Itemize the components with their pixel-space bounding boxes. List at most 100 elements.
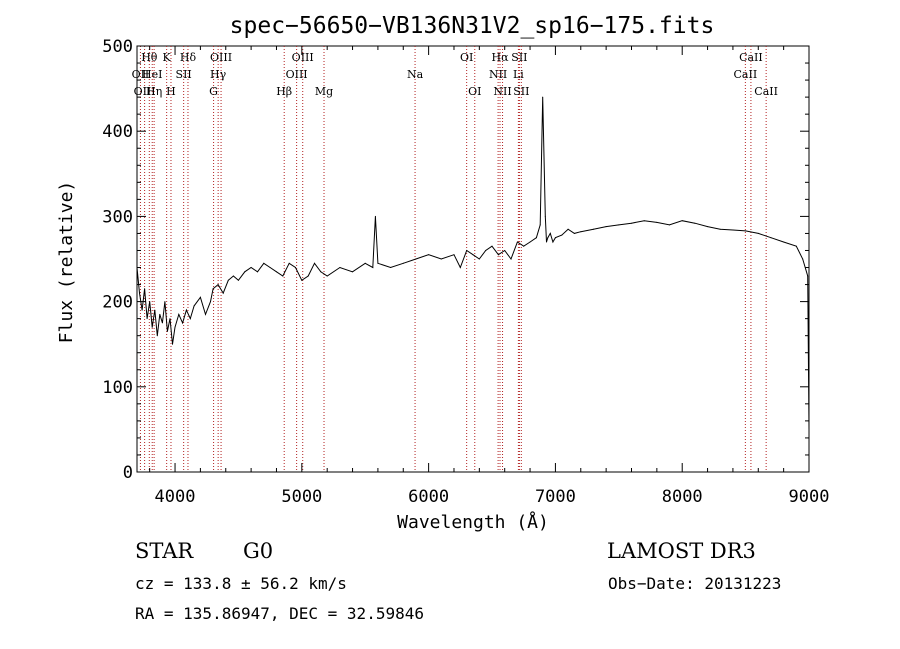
data-point xyxy=(802,258,804,260)
data-point xyxy=(161,322,163,324)
data-point xyxy=(169,318,171,320)
line-label-2: OIII xyxy=(134,85,156,98)
data-point xyxy=(466,250,468,251)
data-point xyxy=(808,428,810,430)
data-point xyxy=(288,262,290,264)
data-point xyxy=(656,221,658,223)
line-label-4: Hη xyxy=(146,85,162,98)
data-point xyxy=(212,288,214,290)
data-point xyxy=(546,241,547,243)
line-label-12: Hβ xyxy=(276,85,292,98)
y-tick-label: 400 xyxy=(102,122,133,142)
data-point xyxy=(539,224,541,226)
data-point xyxy=(314,262,315,264)
data-point xyxy=(561,234,563,236)
line-label-8: Hδ xyxy=(180,51,197,64)
x-tick-label: 5000 xyxy=(281,487,322,507)
line-label-18: OI xyxy=(468,85,481,98)
line-label-23: Li xyxy=(513,68,524,81)
data-point xyxy=(783,241,785,243)
data-point xyxy=(547,237,549,239)
line-label-17: OI xyxy=(460,51,473,64)
redshift-info: cz = 133.8 ± 56.2 km/s xyxy=(135,574,347,593)
data-point xyxy=(210,301,211,303)
line-label-13: OIII xyxy=(292,51,314,64)
line-label-16: Na xyxy=(407,68,424,81)
line-label-5: K xyxy=(163,51,172,64)
data-point xyxy=(364,262,366,264)
data-point xyxy=(757,232,759,234)
data-point xyxy=(154,309,156,311)
data-point xyxy=(745,230,747,232)
data-point xyxy=(643,220,645,222)
data-point xyxy=(415,258,417,260)
data-point xyxy=(567,228,569,230)
data-point xyxy=(178,313,180,315)
data-point xyxy=(807,275,809,277)
y-tick-label: 0 xyxy=(123,463,133,483)
plot-frame xyxy=(136,45,810,473)
data-point xyxy=(549,232,551,234)
data-point xyxy=(377,262,379,264)
data-point xyxy=(151,326,153,328)
data-point xyxy=(244,271,246,273)
data-point xyxy=(605,226,607,228)
object-subclass: G0 xyxy=(243,539,273,563)
line-label-22: SII xyxy=(511,51,527,64)
data-point xyxy=(232,275,234,277)
data-point xyxy=(156,335,158,337)
data-point xyxy=(510,258,512,260)
line-label-6: SII xyxy=(176,68,192,81)
data-point xyxy=(276,271,277,273)
y-axis-ticks: 0 100 200 300 400 500 xyxy=(102,37,809,483)
x-tick-label: 7000 xyxy=(535,487,576,507)
data-point xyxy=(732,229,734,231)
y-tick-label: 300 xyxy=(102,207,133,227)
data-point xyxy=(339,267,341,268)
data-point xyxy=(352,271,353,273)
data-point xyxy=(185,309,187,311)
line-label-21: NII xyxy=(493,85,511,98)
line-label-24: SII xyxy=(513,85,529,98)
line-label-14: OIII xyxy=(286,68,308,81)
line-label-7: H xyxy=(166,85,176,98)
data-point xyxy=(205,313,206,315)
data-point xyxy=(146,318,148,320)
data-point xyxy=(199,296,201,298)
data-point xyxy=(707,226,709,228)
x-tick-label: 9000 xyxy=(789,487,830,507)
data-point xyxy=(217,284,219,286)
data-point xyxy=(250,267,252,268)
data-point xyxy=(544,215,546,217)
x-axis-label: Wavelength (Å) xyxy=(397,511,549,533)
data-point xyxy=(497,254,499,256)
survey-name: LAMOST DR3 xyxy=(607,539,756,563)
data-point xyxy=(320,271,322,273)
data-point xyxy=(529,241,531,243)
data-point xyxy=(491,245,493,247)
data-point xyxy=(307,275,309,277)
data-point xyxy=(257,271,258,273)
object-class: STAR xyxy=(135,539,194,563)
series-layer xyxy=(136,96,810,430)
data-point xyxy=(326,275,328,277)
data-point xyxy=(144,288,146,290)
data-point xyxy=(189,318,191,320)
data-point xyxy=(694,222,696,224)
data-point xyxy=(301,279,303,281)
data-point xyxy=(485,250,487,251)
data-point xyxy=(149,301,151,303)
data-point xyxy=(770,237,772,239)
data-point xyxy=(440,258,442,260)
data-point xyxy=(552,241,554,243)
line-label-3: HeI xyxy=(142,68,162,81)
data-point xyxy=(263,262,265,264)
data-point xyxy=(542,96,544,98)
data-point xyxy=(269,267,271,268)
data-point xyxy=(453,254,455,256)
data-point xyxy=(573,232,575,234)
x-tick-label: 4000 xyxy=(155,487,196,507)
series-line-flux xyxy=(136,97,810,430)
